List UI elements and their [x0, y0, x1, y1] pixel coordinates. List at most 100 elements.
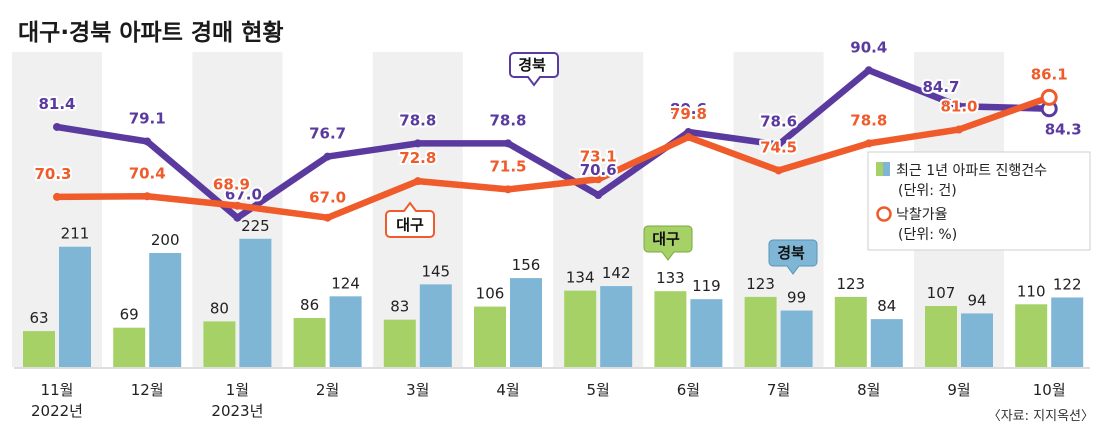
legend-line-title: 낙찰가율: [896, 207, 948, 223]
bar-daegu: [1015, 304, 1048, 367]
bar-daegu-label: 63: [29, 309, 48, 327]
line-daegu: [53, 94, 1053, 221]
point-gyeongbuk: [413, 139, 422, 148]
line-gyeongbuk-label: 79.1: [129, 109, 166, 127]
callout-line-gyeongbuk: 경북: [509, 52, 559, 87]
point-gyeongbuk: [53, 122, 61, 131]
point-gyeongbuk: [594, 191, 603, 200]
bar-daegu: [834, 296, 867, 367]
bar-daegu-label: 83: [390, 298, 409, 316]
line-daegu-label: 70.3: [34, 165, 71, 183]
chart-title: 대구·경북 아파트 경매 현황: [18, 20, 284, 46]
line-gyeongbuk-label: 81.4: [38, 95, 75, 113]
bar-gyeongbuk: [419, 284, 452, 367]
point-daegu: [53, 192, 61, 201]
bar-gyeongbuk: [600, 286, 633, 367]
bar-gyeongbuk: [690, 299, 723, 367]
month-label: 6월: [677, 381, 700, 399]
bar-daegu-label: 134: [566, 269, 595, 287]
line-gyeongbuk-label: 78.6: [760, 113, 797, 131]
bar-gyeongbuk-label: 84: [877, 297, 896, 315]
line-gyeongbuk-label: 76.7: [309, 125, 346, 143]
line-daegu-label: 81.0: [940, 98, 977, 116]
bar-gyeongbuk-label: 94: [967, 291, 986, 309]
bar-gyeongbuk: [780, 310, 813, 367]
lines-group: [53, 66, 1058, 222]
bars-group: [14, 238, 1090, 369]
legend-swatch-gyeongbuk: [883, 162, 890, 176]
callout-line-gyeongbuk-box: [509, 52, 559, 87]
bar-daegu: [474, 306, 506, 367]
point-gyeongbuk: [955, 102, 963, 111]
bar-gyeongbuk: [329, 296, 362, 367]
source-note: 〈자료: 지지옥션〉: [988, 409, 1094, 424]
month-label: 4월: [496, 381, 519, 399]
line-gyeongbuk-label: 80.6: [670, 100, 707, 118]
year-label: 2022년: [31, 402, 83, 420]
callout-line-daegu-text: 대구: [396, 216, 424, 234]
legend-line-unit: (단위: %): [898, 227, 957, 243]
point-gyeongbuk: [323, 152, 332, 161]
callout-bar-daegu-text: 대구: [652, 230, 680, 248]
line-daegu-label: 68.9: [213, 176, 250, 194]
line-daegu-label: 67.0: [309, 189, 346, 207]
month-label: 8월: [857, 381, 880, 399]
point-gyeongbuk: [233, 213, 242, 222]
bar-gyeongbuk-label: 99: [787, 289, 806, 307]
line-labels-group: 81.4 79.1 67.0 76.7 78.8 78.8 70.6 80.6 78.6 90.4…: [32, 36, 1083, 208]
bar-gyeongbuk: [870, 319, 903, 367]
bar-daegu: [203, 321, 236, 367]
point-gyeongbuk: [504, 139, 512, 148]
bar-gyeongbuk-label: 142: [602, 264, 631, 282]
line-daegu-label: 79.8: [670, 105, 707, 123]
line-gyeongbuk-label: 84.3: [1045, 121, 1082, 139]
callout-bar-daegu-box: [643, 225, 693, 261]
bar-daegu: [293, 317, 326, 367]
legend-bars-title: 최근 1년 아파트 진행건수: [896, 163, 1047, 179]
callout-line-gyeongbuk-text: 경북: [518, 56, 546, 74]
line-daegu-label: 73.1: [580, 147, 617, 165]
bar-daegu-label: 123: [746, 275, 775, 293]
bar-daegu: [744, 296, 777, 367]
bar-gyeongbuk-label: 124: [331, 274, 360, 292]
bar-daegu-label: 133: [656, 269, 685, 287]
bar-gyeongbuk-label: 200: [151, 231, 180, 249]
bar-gyeongbuk: [1051, 297, 1084, 367]
month-label: 5월: [587, 381, 610, 399]
bar-gyeongbuk-label: 145: [421, 262, 450, 280]
callout-bar-gyeongbuk-text: 경북: [777, 244, 805, 262]
line-gyeongbuk-label: 78.8: [489, 111, 526, 129]
bar-daegu-label: 106: [476, 285, 505, 303]
callout-bar-gyeongbuk: 경북: [768, 239, 818, 275]
year-label: 2023년: [211, 402, 263, 420]
bar-gyeongbuk: [961, 313, 993, 367]
month-label: 2월: [316, 381, 339, 399]
bar-labels-group: 63 211 69 200 80 225 86 124 83 145 106 156 134 142 133…: [29, 217, 1081, 327]
month-labels-group: 11월 2022년 12월 1월 2023년 2월 3월 4월 5월 6월 7월 8월 9월 10월: [31, 381, 1066, 420]
line-daegu-label: 74.5: [760, 138, 797, 156]
month-label: 1월: [226, 381, 249, 399]
bar-daegu-label: 123: [836, 275, 865, 293]
line-daegu-label: 72.8: [399, 149, 436, 167]
bar-daegu: [564, 290, 597, 367]
line-gyeongbuk-label: 78.8: [399, 111, 436, 129]
point-daegu: [955, 125, 963, 134]
legend-swatch-daegu: [876, 162, 883, 176]
line-daegu-label: 70.4: [129, 164, 166, 182]
point-daegu: [1040, 88, 1058, 106]
bar-gyeongbuk: [149, 253, 182, 367]
bar-gyeongbuk-label: 211: [61, 225, 90, 243]
line-gyeongbuk-label: 67.0: [225, 186, 262, 204]
bar-daegu-label: 80: [210, 299, 229, 317]
point-gyeongbuk: [864, 66, 873, 75]
bar-gyeongbuk-label: 122: [1053, 275, 1082, 293]
bar-gyeongbuk: [239, 238, 272, 367]
line-gyeongbuk-label: 84.7: [922, 78, 959, 96]
legend: 최근 1년 아파트 진행건수 (단위: 건) 낙찰가율 (단위: %): [867, 151, 1091, 251]
bar-gyeongbuk-label: 225: [241, 217, 270, 235]
month-label: 12월: [131, 381, 164, 399]
callout-line-daegu-box: [385, 201, 435, 238]
line-gyeongbuk-label: 90.4: [850, 38, 887, 56]
